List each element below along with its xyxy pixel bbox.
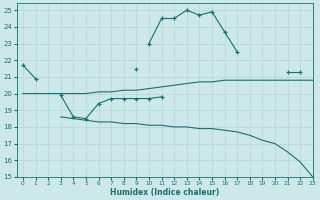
X-axis label: Humidex (Indice chaleur): Humidex (Indice chaleur)	[110, 188, 219, 197]
